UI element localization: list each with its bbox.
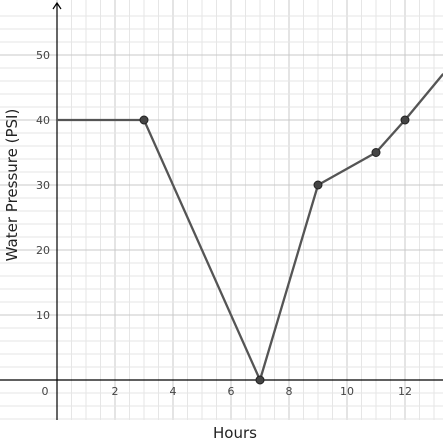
data-point bbox=[139, 115, 149, 125]
y-tick-label: 40 bbox=[36, 114, 50, 127]
chart-axes bbox=[0, 1, 443, 420]
x-tick-label: 12 bbox=[398, 385, 412, 398]
y-tick-label: 30 bbox=[36, 179, 50, 192]
x-tick-label: 2 bbox=[112, 385, 119, 398]
data-point bbox=[371, 148, 381, 157]
chart-grid bbox=[0, 0, 443, 420]
y-tick-label: 10 bbox=[36, 309, 50, 322]
data-point bbox=[400, 115, 410, 125]
y-tick-label: 20 bbox=[36, 244, 50, 257]
x-tick-label: 8 bbox=[286, 385, 293, 398]
data-point bbox=[313, 180, 323, 190]
data-point bbox=[255, 375, 265, 385]
x-tick-label: 10 bbox=[340, 385, 354, 398]
x-axis-label: Hours bbox=[213, 424, 257, 442]
x-tick-label: 6 bbox=[228, 385, 235, 398]
y-axis-arrow-icon bbox=[52, 1, 62, 10]
chart-series bbox=[55, 73, 443, 385]
chart-tick-labels: 0 2 4 6 8 10 12 10 20 30 40 50 bbox=[36, 49, 412, 398]
y-axis-label: Water Pressure (PSI) bbox=[3, 109, 21, 262]
x-tick-label: 4 bbox=[170, 385, 177, 398]
x-tick-label: 0 bbox=[42, 385, 49, 398]
y-tick-label: 50 bbox=[36, 49, 50, 62]
